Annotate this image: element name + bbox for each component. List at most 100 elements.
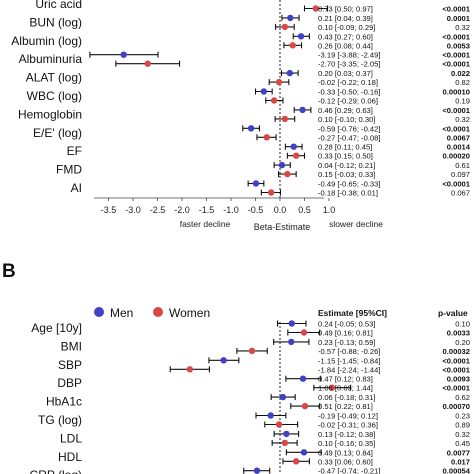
legend-women-label: Women — [169, 306, 210, 320]
men-estimate-text: -1.15 [-1.45; -0.84] — [318, 356, 380, 365]
men-point-estimate — [220, 357, 227, 364]
women-point-estimate — [284, 170, 291, 178]
men-pvalue-text: 0.10 — [455, 320, 470, 329]
men-estimate-text: -3.19 [-3.88; -2.49] — [318, 51, 380, 60]
men-pvalue-text: 0.32 — [455, 430, 470, 439]
women-point-estimate — [281, 23, 289, 31]
men-point-estimate — [253, 467, 261, 474]
men-pvalue-text: 0.23 — [455, 412, 470, 421]
men-point-estimate — [300, 449, 308, 456]
women-pvalue-text: 0.45 — [455, 439, 470, 448]
panel-a: Uric acid 0.73 [0.50; 0.97] <0.0001 BUN (lo… — [11, 0, 471, 232]
row-label: AI — [71, 181, 82, 195]
women-estimate-text: -2.70 [-3.35; -2.05] — [318, 60, 380, 69]
women-point-estimate — [328, 384, 336, 391]
women-estimate-text: -0.57 [-0.88; -0.26] — [318, 347, 380, 356]
estimate-column-header: Estimate [95%CI] — [318, 308, 387, 318]
x-tick-label: 0.5 — [298, 205, 311, 215]
x-tick-label: -1.0 — [223, 205, 239, 215]
men-point-estimate — [260, 88, 268, 95]
men-estimate-text: 0.04 [-0.12; 0.21] — [318, 161, 375, 170]
row-label: LDL — [60, 431, 82, 445]
men-point-estimate — [297, 33, 305, 40]
women-point-estimate — [186, 366, 194, 373]
men-estimate-text: 0.49 [0.13; 0.84] — [318, 448, 373, 457]
men-point-estimate — [278, 161, 286, 169]
row-label: BUN (log) — [29, 15, 82, 29]
row-label: Albumin (log) — [11, 34, 82, 48]
annotation-slower-decline: slower decline — [329, 219, 383, 229]
women-point-estimate — [248, 347, 256, 355]
women-point-estimate — [300, 329, 308, 336]
men-estimate-text: 0.46 [0.29; 0.63] — [318, 106, 373, 115]
row-label: WBC (log) — [27, 89, 82, 103]
men-estimate-text: -0.47 [-0.74; -0.21] — [318, 467, 380, 474]
men-pvalue-text: <0.0001 — [442, 124, 470, 133]
women-estimate-text: 0.10 [-0.16; 0.35] — [318, 439, 375, 448]
men-estimate-text: 0.23 [-0.13; 0.59] — [318, 338, 375, 347]
women-estimate-text: 0.51 [0.22; 0.81] — [318, 402, 373, 411]
women-point-estimate — [292, 152, 300, 159]
women-pvalue-text: <0.0001 — [442, 384, 470, 393]
men-pvalue-text: 0.0001 — [447, 14, 471, 23]
women-estimate-text: -0.12 [-0.29; 0.06] — [318, 97, 378, 106]
women-estimate-text: -0.18 [-0.38; 0.01] — [318, 189, 378, 198]
men-estimate-text: 0.47 [0.12; 0.83] — [318, 375, 373, 384]
row-label: HbA1c — [46, 395, 82, 409]
men-pvalue-text: 0.20 — [455, 338, 470, 347]
row-label: Age [10y] — [31, 321, 82, 335]
x-tick-label: -1.5 — [199, 205, 215, 215]
women-point-estimate — [312, 5, 319, 12]
legend-men-label: Men — [110, 306, 133, 320]
men-point-estimate — [288, 338, 295, 346]
men-pvalue-text: 0.0093 — [447, 375, 470, 384]
row-label: Hemoglobin — [18, 107, 82, 121]
panel-b: Age [10y] 0.24 [-0.05; 0.53] 0.10 0.49 [0.1… — [30, 320, 471, 474]
men-point-estimate — [299, 375, 307, 382]
women-estimate-text: -0.27 [-0.47; -0.08] — [318, 133, 380, 142]
men-point-estimate — [299, 106, 306, 114]
women-point-estimate — [275, 421, 283, 428]
row-label: BMI — [61, 339, 82, 353]
women-estimate-text: -1.84 [-2.24; -1.44] — [318, 365, 380, 374]
men-estimate-text: 0.06 [-0.18; 0.31] — [318, 393, 375, 402]
women-estimate-text: 0.10 [-0.10; 0.30] — [318, 115, 375, 124]
x-tick-label: -3.0 — [125, 205, 141, 215]
women-estimate-text: 0.33 [0.15; 0.50] — [318, 152, 373, 161]
women-point-estimate — [281, 439, 289, 447]
row-label: EF — [67, 144, 82, 158]
x-axis-label: Beta-Estimate — [254, 222, 311, 232]
men-estimate-text: -0.33 [-0.50; -0.16] — [318, 88, 380, 97]
women-pvalue-text: 0.017 — [451, 457, 470, 466]
annotation-faster-decline: faster decline — [180, 219, 231, 229]
women-pvalue-text: 0.19 — [455, 97, 470, 106]
women-point-estimate — [292, 458, 300, 465]
women-pvalue-text: 0.067 — [451, 189, 470, 198]
row-label: ALAT (log) — [26, 71, 82, 85]
women-point-estimate — [289, 42, 296, 49]
men-estimate-text: 0.13 [-0.12; 0.38] — [318, 430, 375, 439]
panel-b-label: B — [2, 261, 16, 282]
x-tick-label: -3.5 — [101, 205, 117, 215]
women-point-estimate — [267, 189, 275, 196]
women-pvalue-text: 0.0067 — [447, 133, 470, 142]
men-pvalue-text: 0.022 — [451, 69, 470, 78]
men-estimate-text: 0.43 [0.27; 0.60] — [318, 32, 373, 41]
row-label: Albuminuria — [19, 52, 83, 66]
men-point-estimate — [279, 393, 287, 401]
row-label: E/E' (log) — [33, 126, 82, 140]
women-point-estimate — [281, 115, 289, 123]
women-estimate-text: 0.10 [-0.09; 0.29] — [318, 23, 375, 32]
row-label: HDL — [58, 450, 82, 464]
x-tick-label: -2.5 — [150, 205, 166, 215]
women-pvalue-text: 0.0053 — [447, 41, 470, 50]
women-pvalue-text: 0.0033 — [447, 329, 470, 338]
row-label: SBP — [58, 358, 82, 372]
pvalue-column-header: p-value — [438, 308, 468, 318]
x-tick-label: -2.0 — [174, 205, 190, 215]
men-estimate-text: -0.49 [-0.65; -0.33] — [318, 180, 380, 189]
legend-women-marker — [153, 307, 163, 317]
women-pvalue-text: 0.097 — [451, 170, 470, 179]
men-point-estimate — [288, 320, 295, 327]
